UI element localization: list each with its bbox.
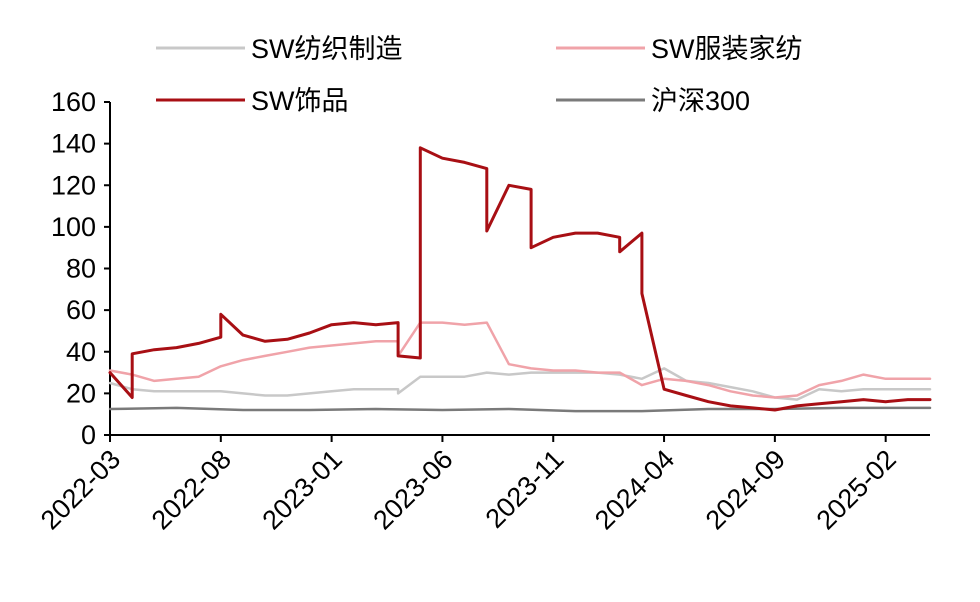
series-layer: [108, 146, 932, 413]
series-line-accessories: [108, 146, 932, 412]
legend-label: SW饰品: [251, 86, 349, 116]
y-tick-label: 100: [51, 212, 96, 242]
x-tick-label: 2022-03: [35, 444, 126, 535]
y-tick-label: 40: [66, 337, 96, 367]
y-tick-label: 0: [81, 420, 96, 450]
legend: SW纺织制造 SW服装家纺 SW饰品 沪深300: [156, 34, 803, 116]
x-tick-label: 2022-08: [146, 444, 237, 535]
series-line-apparel-home-textile: [108, 321, 932, 399]
series-line-textile-manufacturing: [108, 367, 932, 401]
legend-label: 沪深300: [651, 86, 750, 116]
legend-item-accessories: SW饰品: [156, 86, 349, 116]
x-tick-label: 2024-04: [589, 444, 680, 535]
y-tick-label: 120: [51, 170, 96, 200]
legend-item-csi300: 沪深300: [556, 86, 750, 116]
legend-label: SW纺织制造: [251, 34, 403, 64]
x-tick-label: 2025-02: [811, 444, 902, 535]
x-tick-label: 2023-06: [367, 444, 458, 535]
legend-label: SW服装家纺: [651, 34, 803, 64]
x-tick-label: 2023-11: [480, 444, 570, 534]
series-line-csi300: [108, 406, 932, 413]
y-tick-label: 160: [51, 87, 96, 117]
y-tick-label: 20: [66, 378, 96, 408]
legend-item-apparel-home-textile: SW服装家纺: [556, 34, 803, 64]
y-tick-label: 60: [66, 295, 96, 325]
y-tick-label: 80: [66, 254, 96, 284]
x-tick-label: 2023-01: [257, 444, 348, 535]
x-tick-label: 2024-09: [700, 444, 791, 535]
legend-item-textile-manufacturing: SW纺织制造: [156, 34, 403, 64]
y-tick-label: 140: [51, 129, 96, 159]
